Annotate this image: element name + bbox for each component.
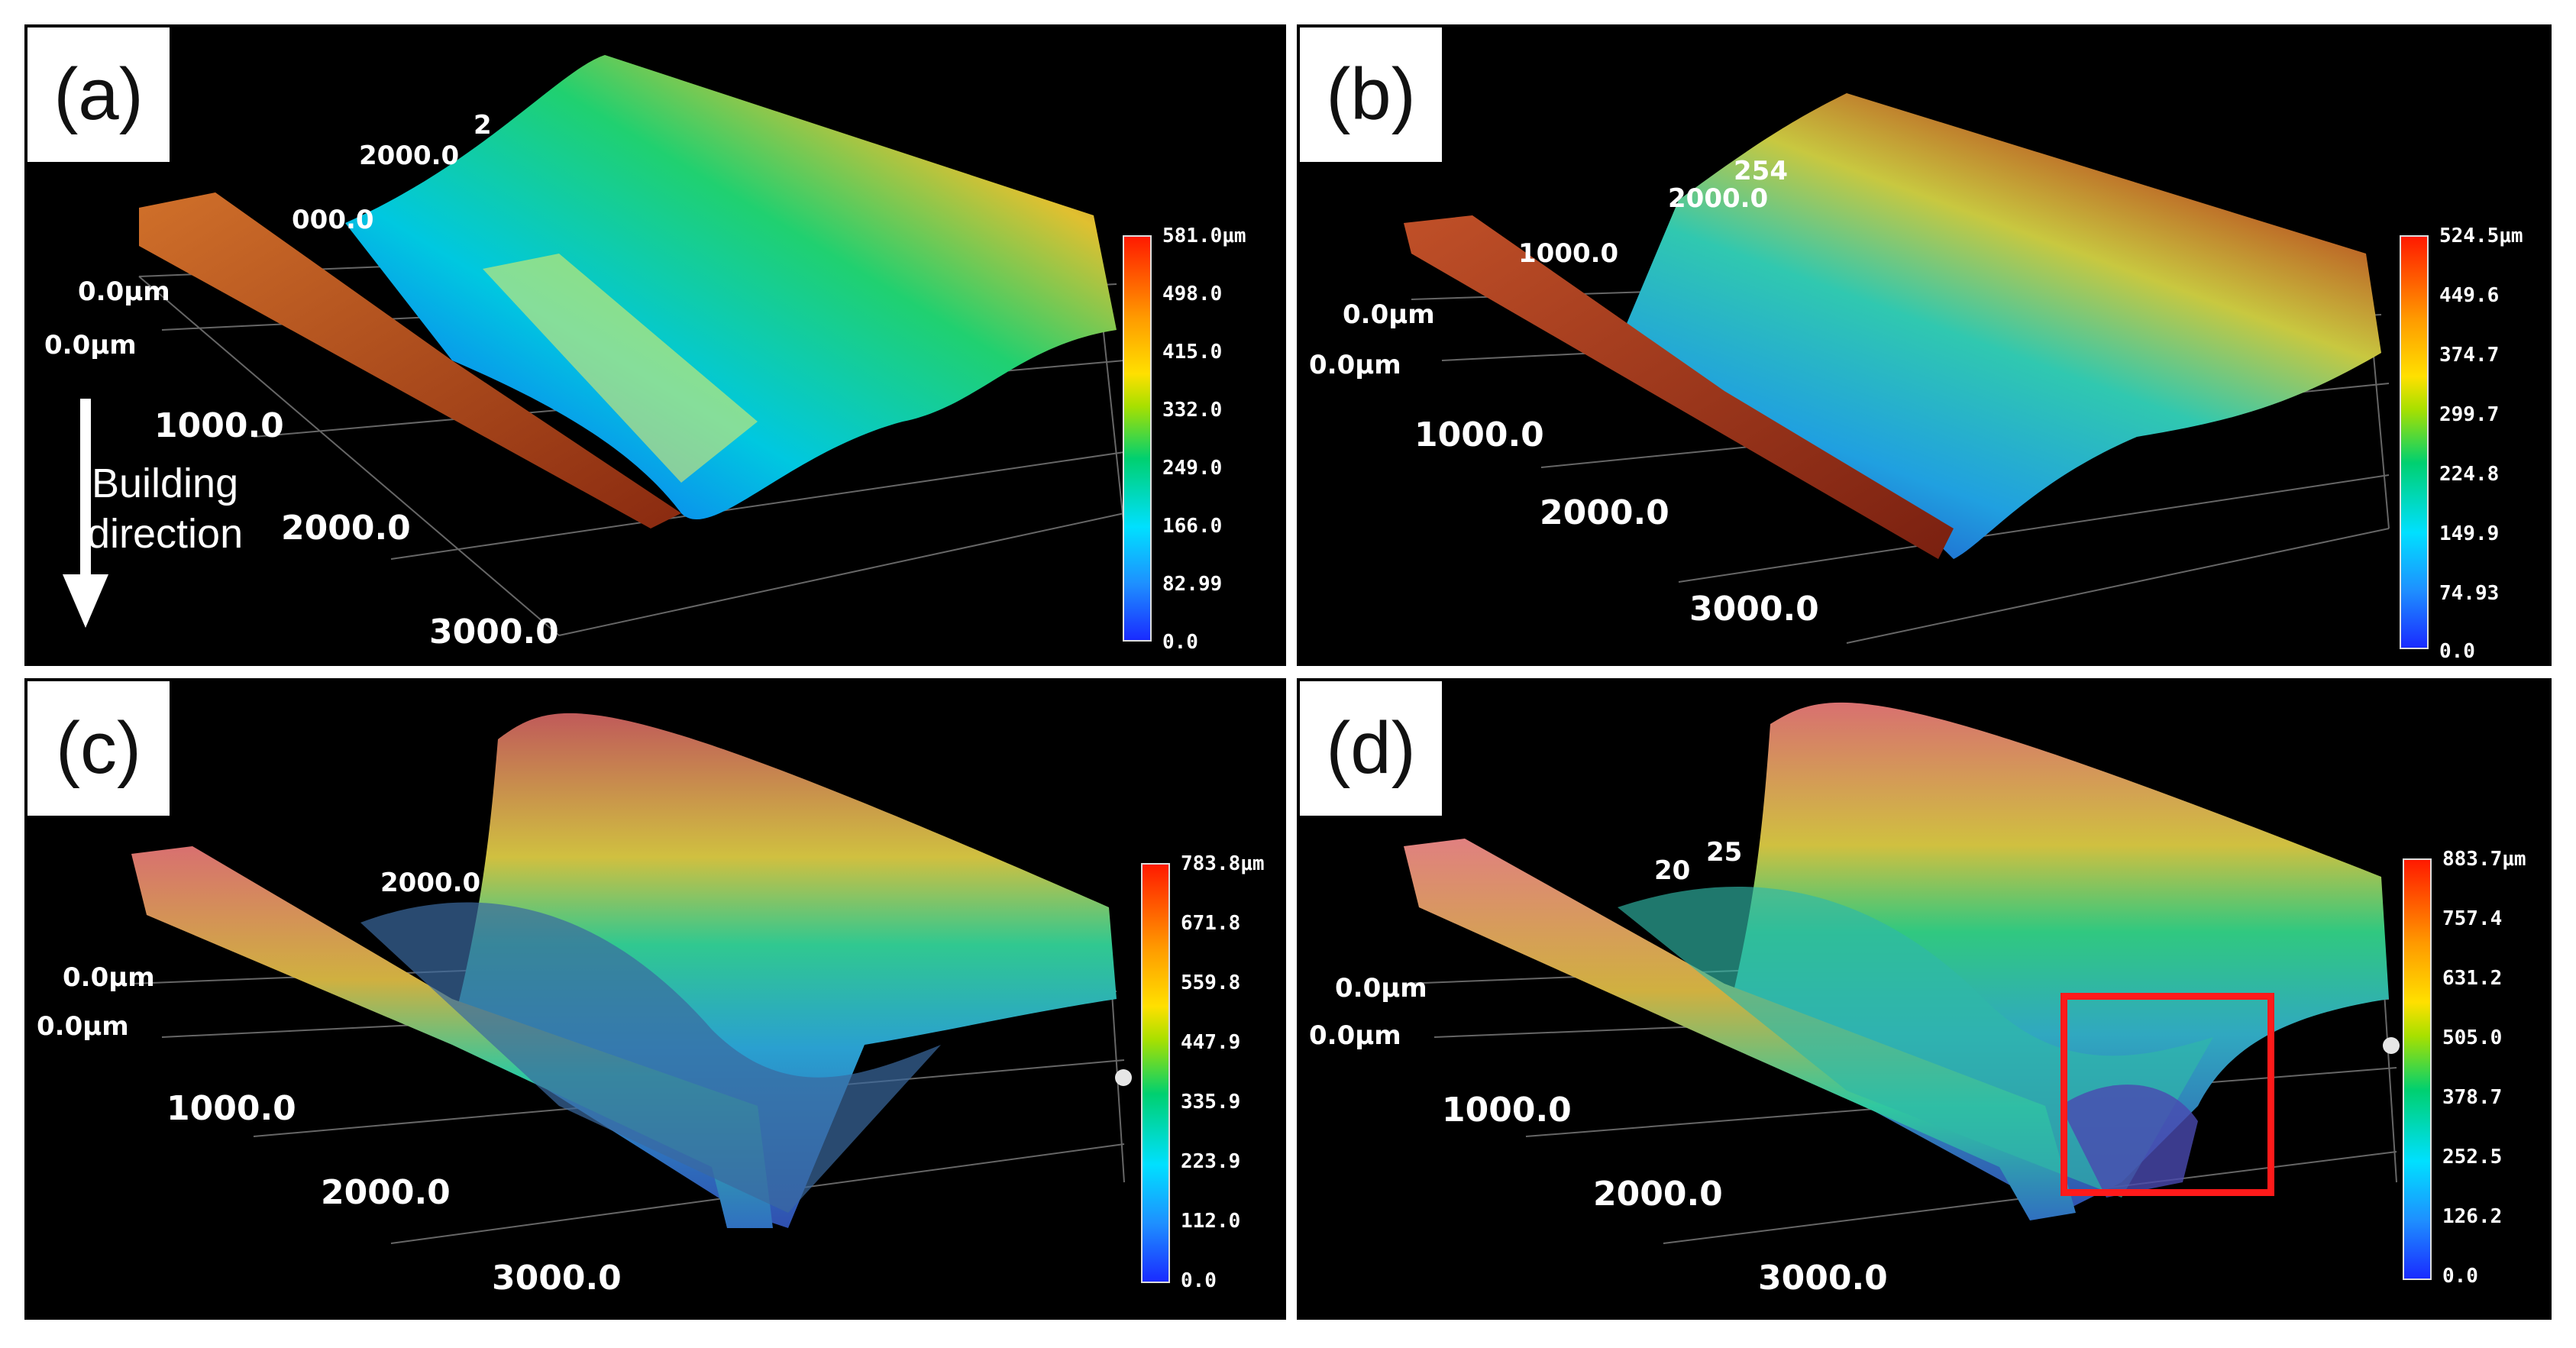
colorbar-a-tick-5: 166.0 (1162, 515, 1223, 538)
colorbar-a-tick-7: 0.0 (1162, 631, 1198, 654)
colorbar-b-tick-2: 374.7 (2439, 344, 2500, 367)
axis-y-2000: 2000.0 (281, 509, 411, 548)
axis-y-origin: 0.0μm (1343, 299, 1435, 330)
colorbar-d-tick-7: 0.0 (2442, 1265, 2478, 1288)
colorbar-a-tick-3: 332.0 (1162, 399, 1223, 422)
axis-y-1000: 1000.0 (166, 1089, 296, 1128)
building-direction-arrow (63, 399, 108, 628)
colorbar-b-tick-1: 449.6 (2439, 284, 2500, 307)
axis-y-1000: 1000.0 (154, 406, 284, 445)
axis-x-origin: 0.0μm (44, 330, 137, 360)
colorbar-c-tick-0: 783.8μm (1181, 852, 1265, 875)
colorbar-c (1141, 863, 1170, 1283)
axis-y-2000: 2000.0 (1593, 1175, 1723, 1214)
colorbar-c-tick-6: 112.0 (1181, 1210, 1241, 1233)
colorbar-c-tick-5: 223.9 (1181, 1150, 1241, 1173)
colorbar-c-tick-7: 0.0 (1181, 1269, 1217, 1292)
axis-inner: 1000.0 (1518, 238, 1619, 269)
colorbar-a-tick-0: 581.0μm (1162, 225, 1246, 247)
colorbar-b-tick-3: 299.7 (2439, 403, 2500, 426)
highlight-region-box (2060, 993, 2274, 1196)
surface-plot-a (138, 55, 1125, 636)
colorbar-c-tick-4: 335.9 (1181, 1091, 1241, 1114)
colorbar-b-tick-0: 524.5μm (2439, 225, 2523, 247)
colorbar-d-tick-0: 883.7μm (2442, 848, 2526, 871)
axis-z-top: 20 (1654, 855, 1691, 886)
colorbar-a-tick-4: 249.0 (1162, 457, 1223, 480)
colorbar-b-tick-4: 224.8 (2439, 463, 2500, 486)
axis-x-origin: 0.0μm (1309, 350, 1401, 380)
colorbar-d-tick-2: 631.2 (2442, 967, 2503, 990)
panel-label-d: (d) (1300, 681, 1442, 816)
axis-z-partial: 2 (474, 110, 492, 141)
panel-c: (c) 2000.0 0.0μm 0.0μm 1000.0 2000.0 300… (24, 678, 1286, 1320)
surface-plot-c (131, 713, 1125, 1244)
surface-plot-d (1403, 702, 2397, 1244)
axis-y-origin: 0.0μm (78, 276, 170, 307)
colorbar-c-tick-3: 447.9 (1181, 1031, 1241, 1054)
colorbar-c-tick-1: 671.8 (1181, 912, 1241, 935)
axis-y-3000: 3000.0 (1758, 1259, 1888, 1298)
panel-a: (a) 2000.0 2 000.0 0.0μm 0.0μm 1000.0 20… (24, 24, 1286, 666)
colorbar-d-tick-3: 505.0 (2442, 1026, 2503, 1049)
axis-inner: 000.0 (292, 205, 374, 235)
colorbar-a-tick-1: 498.0 (1162, 283, 1223, 305)
building-direction-line1: Building (91, 461, 239, 506)
arrow-down-icon (63, 399, 108, 628)
axis-x-origin: 0.0μm (1309, 1020, 1401, 1051)
panel-b: (b) 2000.0 254 1000.0 0.0μm 0.0μm 1000.0… (1297, 24, 2552, 666)
colorbar-b-tick-7: 0.0 (2439, 640, 2475, 663)
axis-y-origin: 0.0μm (1335, 973, 1427, 1004)
axis-z-partial: 254 (1734, 156, 1788, 186)
colorbar-b-tick-6: 74.93 (2439, 582, 2500, 605)
axis-z-top: 2000.0 (380, 868, 481, 898)
rotation-handle[interactable] (1115, 1069, 1132, 1086)
panel-label-a: (a) (27, 27, 170, 162)
colorbar-d-tick-5: 252.5 (2442, 1146, 2503, 1169)
axis-y-3000: 3000.0 (492, 1259, 622, 1298)
colorbar-b (2400, 235, 2429, 649)
colorbar-a-tick-2: 415.0 (1162, 341, 1223, 364)
colorbar-d-tick-6: 126.2 (2442, 1205, 2503, 1228)
axis-y-3000: 3000.0 (1689, 590, 1819, 629)
panel-label-c: (c) (27, 681, 170, 816)
surface-plot-b (1404, 93, 2390, 644)
colorbar-a-tick-6: 82.99 (1162, 573, 1223, 596)
building-direction-label: Building direction (87, 458, 243, 559)
colorbar-a (1123, 235, 1152, 642)
rotation-handle[interactable] (2383, 1037, 2400, 1054)
axis-y-3000: 3000.0 (429, 613, 559, 651)
colorbar-b-tick-5: 149.9 (2439, 522, 2500, 545)
colorbar-d (2403, 858, 2432, 1280)
panel-d: (d) 20 25 0.0μm 0.0μm 1000.0 2000.0 3000… (1297, 678, 2552, 1320)
axis-z-top: 2000.0 (359, 141, 460, 171)
axis-z-partial: 25 (1706, 837, 1743, 868)
axis-y-1000: 1000.0 (1442, 1091, 1572, 1130)
axis-y-origin: 0.0μm (63, 962, 155, 993)
colorbar-d-tick-1: 757.4 (2442, 907, 2503, 930)
axis-x-origin: 0.0μm (37, 1011, 129, 1042)
axis-y-1000: 1000.0 (1414, 415, 1544, 454)
axis-y-2000: 2000.0 (1540, 493, 1669, 532)
building-direction-line2: direction (87, 511, 244, 557)
panel-label-b: (b) (1300, 27, 1442, 162)
colorbar-d-tick-4: 378.7 (2442, 1086, 2503, 1109)
axis-y-2000: 2000.0 (321, 1173, 451, 1212)
colorbar-c-tick-2: 559.8 (1181, 971, 1241, 994)
axis-z-top: 2000.0 (1668, 183, 1769, 214)
